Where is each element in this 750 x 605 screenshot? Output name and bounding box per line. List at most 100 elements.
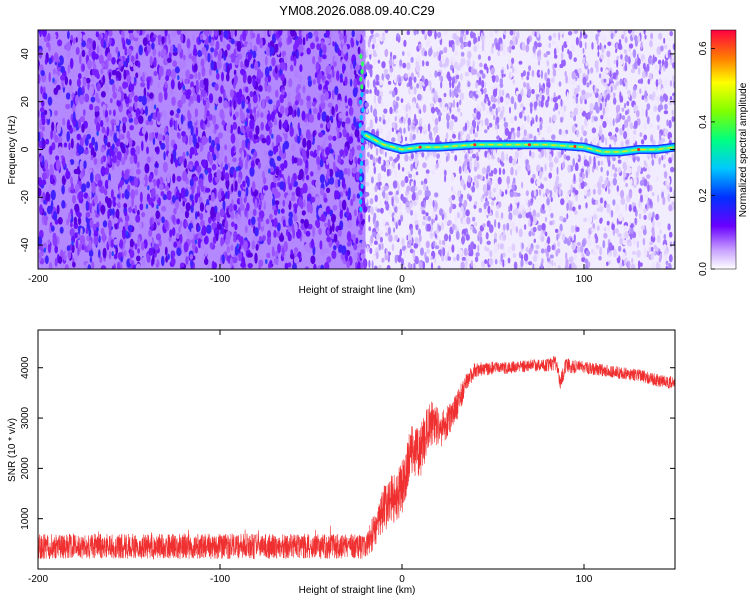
noise-blob [540, 229, 544, 238]
noise-blob [414, 220, 419, 225]
noise-blob [528, 261, 533, 266]
noise-blob [226, 56, 232, 63]
noise-blob [503, 121, 509, 128]
noise-blob [253, 134, 259, 140]
noise-blob [501, 162, 505, 167]
noise-blob [99, 185, 106, 194]
noise-blob [279, 169, 282, 178]
noise-blob [476, 174, 481, 179]
noise-blob [378, 156, 381, 162]
noise-blob [536, 212, 541, 218]
noise-blob [44, 58, 48, 65]
noise-blob [244, 159, 248, 170]
noise-blob [461, 235, 465, 245]
noise-blob [434, 107, 439, 112]
noise-blob [135, 39, 140, 49]
noise-blob [574, 87, 578, 95]
noise-blob [602, 120, 607, 129]
noise-blob [375, 43, 379, 50]
noise-blob [413, 30, 417, 36]
noise-blob [573, 99, 576, 105]
noise-blob [254, 252, 258, 264]
noise-blob [626, 164, 631, 173]
noise-blob [558, 128, 562, 135]
noise-blob [230, 38, 235, 45]
noise-blob [170, 257, 176, 266]
noise-blob [646, 103, 651, 111]
noise-blob [375, 220, 379, 228]
noise-blob [602, 240, 606, 249]
noise-blob [197, 119, 200, 130]
noise-blob [208, 171, 213, 183]
noise-blob [540, 248, 545, 254]
noise-blob [166, 172, 171, 184]
noise-blob [252, 32, 256, 39]
noise-blob [367, 46, 373, 55]
noise-blob [82, 78, 87, 88]
noise-blob [509, 106, 511, 114]
noise-blob [254, 46, 258, 52]
noise-blob [220, 85, 224, 95]
noise-blob [340, 171, 344, 181]
noise-blob [252, 94, 258, 104]
noise-blob [447, 219, 452, 226]
noise-blob [77, 118, 82, 129]
noise-blob [546, 60, 549, 67]
noise-blob [139, 30, 143, 36]
noise-blob [430, 255, 433, 260]
noise-blob [154, 217, 158, 223]
noise-blob [93, 235, 99, 246]
noise-blob [379, 236, 383, 243]
noise-blob [149, 217, 153, 227]
noise-blob [459, 36, 464, 44]
noise-blob [409, 108, 412, 116]
noise-blob [490, 49, 494, 54]
noise-blob [203, 236, 209, 245]
noise-blob [620, 54, 623, 60]
noise-blob [575, 162, 579, 171]
noise-blob [544, 216, 547, 222]
noise-blob [603, 44, 607, 49]
noise-blob [455, 69, 458, 76]
noise-blob [385, 120, 388, 129]
noise-blob [640, 41, 643, 50]
noise-blob [579, 107, 584, 113]
noise-blob [388, 191, 393, 196]
noise-blob [592, 199, 597, 205]
noise-blob [234, 111, 239, 118]
noise-blob [191, 216, 195, 224]
noise-blob [232, 256, 238, 264]
noise-blob [572, 87, 575, 93]
noise-blob [54, 219, 59, 225]
noise-blob [465, 30, 469, 35]
noise-blob [552, 32, 557, 39]
noise-blob [427, 30, 433, 37]
noise-blob [284, 262, 289, 269]
noise-blob [113, 109, 116, 117]
noise-blob [62, 117, 66, 126]
noise-blob [113, 238, 119, 246]
noise-blob [226, 64, 230, 76]
noise-blob [650, 252, 655, 261]
noise-blob [123, 82, 129, 88]
noise-blob [98, 235, 101, 244]
noise-blob [38, 236, 43, 246]
noise-blob [600, 67, 603, 72]
noise-blob [406, 62, 411, 70]
noise-blob [454, 154, 458, 162]
noise-blob [467, 175, 472, 183]
noise-blob [441, 221, 444, 231]
noise-blob [297, 83, 301, 90]
noise-blob [102, 104, 107, 111]
noise-blob [377, 238, 381, 245]
noise-blob [240, 125, 245, 133]
noise-blob [541, 223, 546, 231]
noise-blob [477, 244, 480, 253]
noise-blob [668, 204, 673, 212]
noise-blob [413, 242, 419, 249]
noise-blob [116, 130, 120, 139]
noise-blob [273, 229, 277, 238]
noise-blob [82, 64, 85, 72]
noise-blob [353, 116, 357, 127]
noise-blob [375, 251, 379, 260]
